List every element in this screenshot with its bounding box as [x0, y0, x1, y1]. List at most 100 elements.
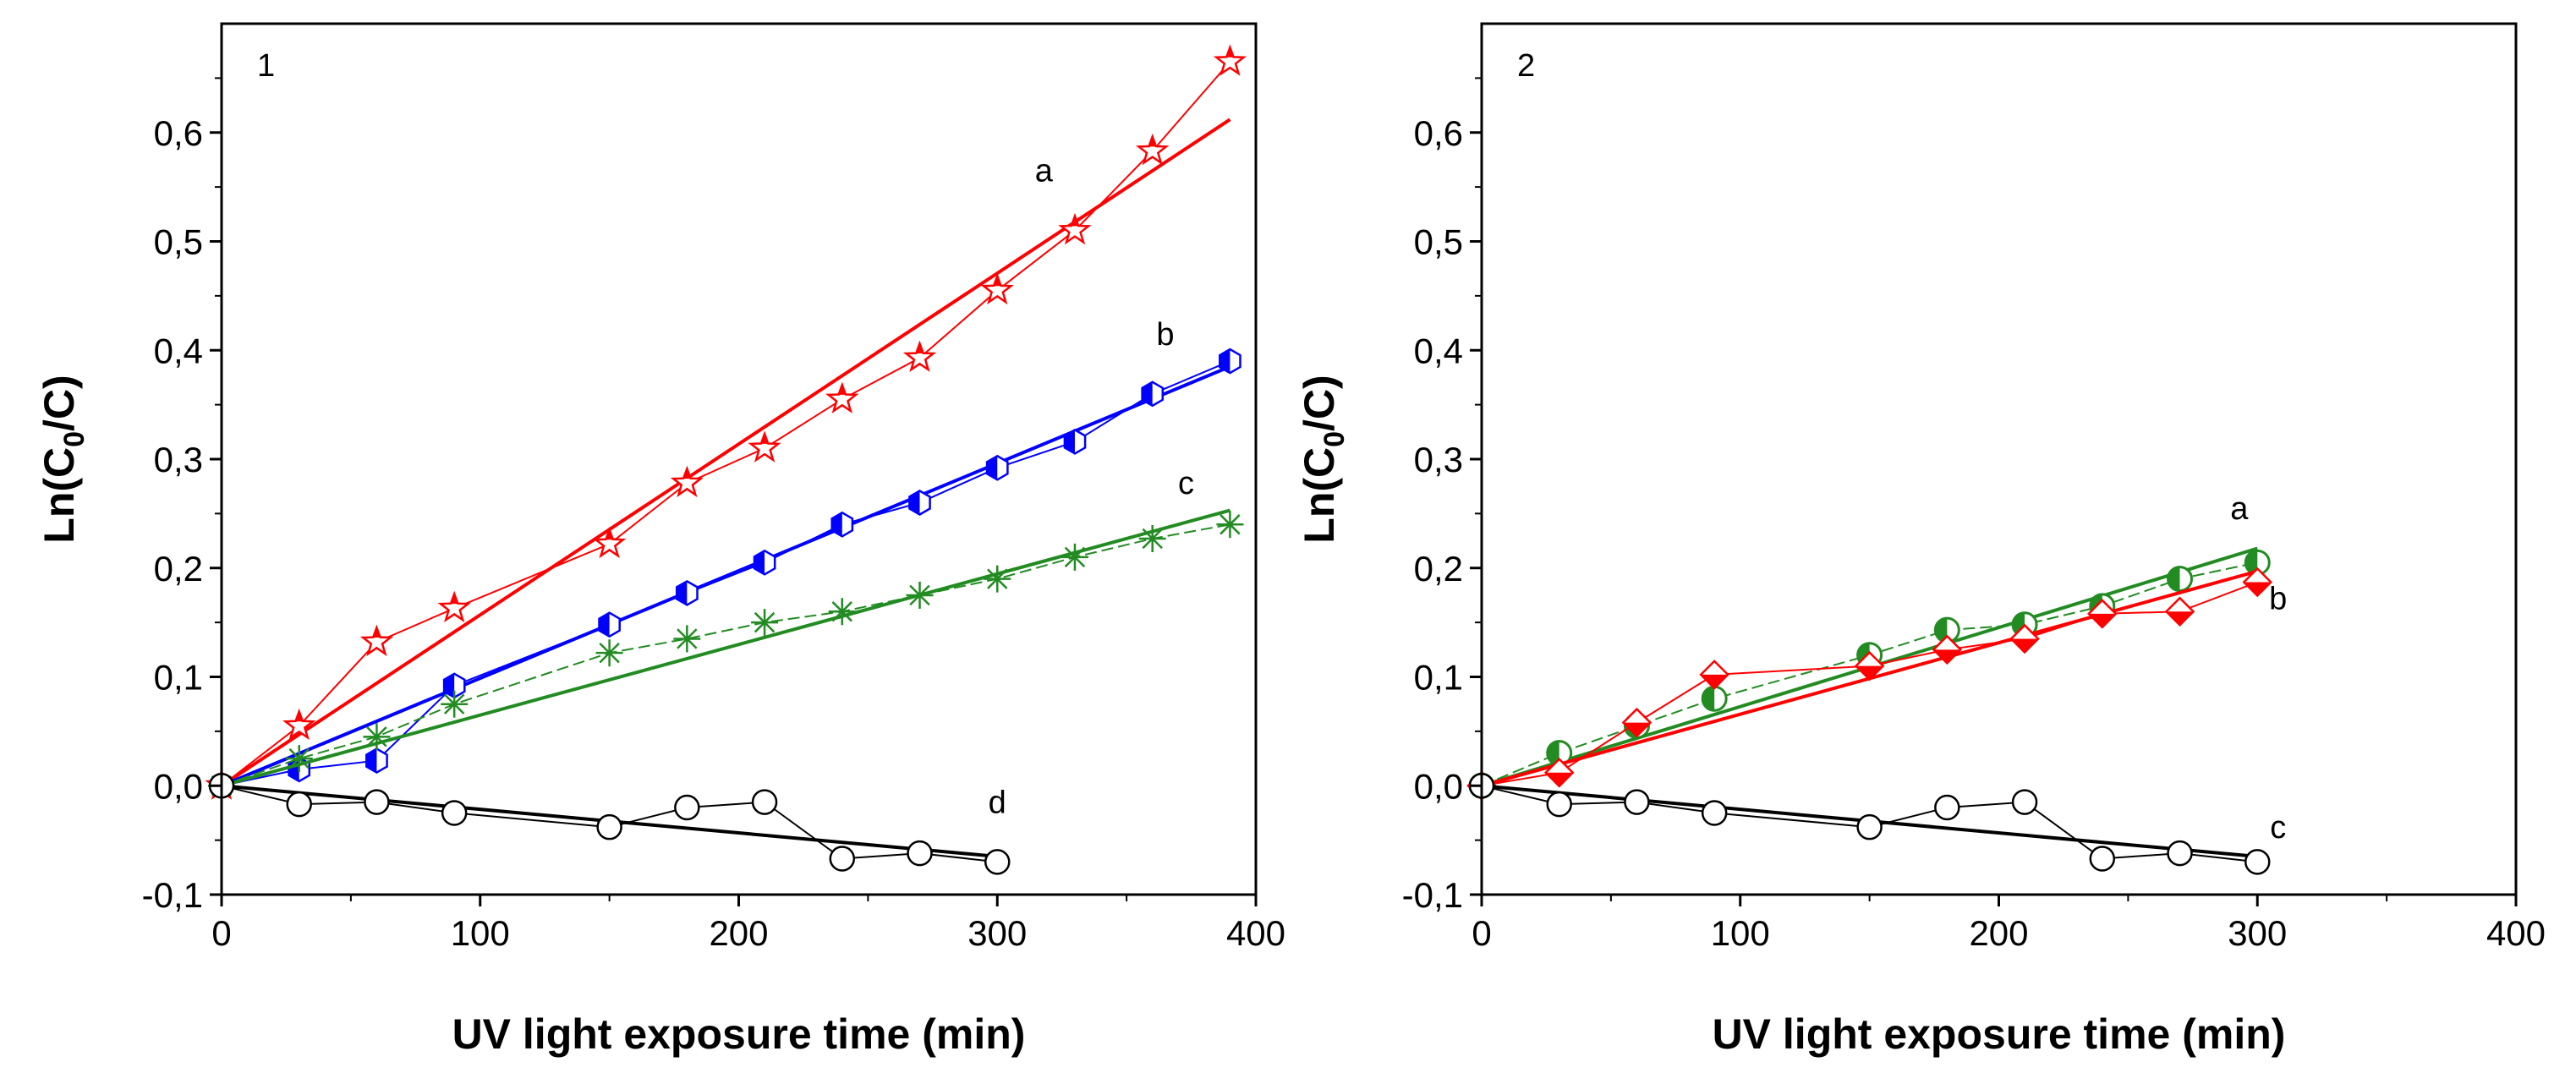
data-point: [598, 611, 621, 638]
data-line-c: [1481, 785, 2258, 863]
data-point: [442, 672, 466, 699]
x-tick-label: 200: [1969, 913, 2028, 953]
data-point: [2244, 849, 2271, 875]
data-point: [829, 846, 856, 872]
data-point: [2087, 599, 2118, 629]
y-axis-title: Ln(C0/C): [1296, 375, 1351, 543]
series-label-a: a: [2230, 491, 2249, 527]
fit-line-a: [220, 118, 1231, 787]
data-point: [907, 840, 933, 867]
x-tick-label: 0: [211, 913, 231, 953]
data-point: [1063, 428, 1087, 455]
x-tick-label: 400: [2486, 913, 2546, 953]
data-point: [1624, 789, 1650, 815]
panel-label: 1: [257, 48, 275, 84]
data-point: [1213, 44, 1247, 76]
panel-label: 2: [1517, 48, 1535, 84]
data-point: [1219, 348, 1241, 375]
y-tick-label: 0,1: [1414, 658, 1463, 698]
y-tick-label: 0,0: [154, 766, 203, 806]
x-tick-label: 100: [451, 913, 510, 953]
fit-line-b: [221, 364, 1231, 788]
data-point: [1699, 660, 1729, 690]
data-point: [441, 690, 469, 718]
data-point: [1933, 616, 1960, 643]
plot-frame-panel-2: [1480, 22, 2518, 896]
series-d: d: [208, 773, 1011, 875]
data-point: [282, 708, 316, 741]
x-tick-label: 0: [1472, 913, 1491, 953]
data-line-a: [221, 61, 1231, 787]
data-point: [984, 849, 1011, 875]
series-label-d: d: [989, 785, 1006, 820]
data-point: [748, 430, 781, 463]
data-point: [825, 381, 859, 413]
data-point: [1141, 380, 1165, 408]
x-axis-title: UV light exposure time (min): [1713, 1010, 2286, 1058]
y-axis-title-main: Ln(C: [36, 447, 83, 544]
y-tick-label: 0,0: [1414, 766, 1463, 806]
data-point: [674, 794, 700, 821]
data-line-d: [221, 785, 998, 863]
data-point: [1621, 707, 1652, 738]
data-point: [441, 800, 468, 826]
x-tick-label: 300: [2228, 913, 2287, 953]
data-point: [364, 789, 390, 815]
y-tick-label: -0,1: [142, 875, 203, 915]
y-tick-label: 0,6: [154, 113, 203, 153]
y-axis-title-subscript: 0: [1318, 431, 1351, 447]
y-tick-label: 0,1: [154, 658, 203, 698]
x-tick-label: 400: [1226, 913, 1285, 953]
data-point: [2089, 846, 2116, 872]
data-point: [828, 598, 856, 626]
data-point: [830, 511, 854, 538]
data-point: [1854, 650, 1885, 682]
y-tick-label: 0,4: [154, 331, 203, 370]
series-a: a: [205, 44, 1247, 800]
chart-panel-1: a b c d 0 100 200 300 400 -0,1 0,0 0,1 0,2 0,3 0,4 0,5…: [36, 22, 1285, 1058]
y-axis-title: Ln(C0/C): [36, 375, 90, 543]
data-point: [1932, 634, 1963, 665]
series-c: c: [208, 466, 1244, 800]
y-tick-label: 0,5: [1414, 222, 1463, 262]
y-tick-label: 0,6: [1414, 113, 1463, 153]
x-axis-title: UV light exposure time (min): [452, 1010, 1026, 1058]
data-point: [906, 581, 934, 609]
y-axis-title-tail: /C): [36, 375, 83, 431]
data-point: [1061, 543, 1088, 571]
data-point: [985, 454, 1009, 481]
series-label-c: c: [2270, 810, 2286, 846]
data-point: [753, 549, 776, 576]
data-point: [2167, 566, 2194, 593]
x-tick-label: 300: [967, 913, 1027, 953]
data-point: [1138, 524, 1166, 552]
series-label-b: b: [2269, 582, 2287, 617]
y-tick-label: 0,3: [154, 440, 203, 479]
data-point: [1543, 758, 1575, 788]
data-point: [984, 565, 1011, 593]
axis-ticks-panel-2: 0 100 200 300 400 -0,1 0,0 0,1 0,2 0,3 0,4 0,5 0,6: [1402, 77, 2546, 953]
data-point: [1216, 511, 1244, 539]
y-axis-title-main: Ln(C: [1296, 447, 1343, 544]
plot-frame-panel-1: [220, 22, 1258, 896]
y-axis-title-tail: /C): [1296, 375, 1343, 431]
y-tick-label: 0,4: [1414, 331, 1463, 370]
y-axis-title-subscript: 0: [58, 431, 90, 447]
y-tick-label: 0,2: [154, 549, 203, 589]
data-point: [908, 490, 931, 516]
series-label-c: c: [1178, 466, 1194, 501]
data-point: [437, 590, 471, 623]
data-point: [595, 639, 623, 667]
series-label-b: b: [1156, 317, 1174, 353]
data-point: [673, 625, 701, 653]
data-point: [2242, 567, 2273, 598]
data-point: [2244, 549, 2271, 576]
data-point: [1701, 800, 1728, 826]
data-point: [2009, 623, 2040, 654]
data-point: [902, 340, 937, 372]
data-point: [285, 745, 313, 773]
series-b: b: [1466, 567, 2287, 802]
data-line-b: [1481, 581, 2258, 787]
y-tick-label: 0,5: [154, 222, 203, 262]
